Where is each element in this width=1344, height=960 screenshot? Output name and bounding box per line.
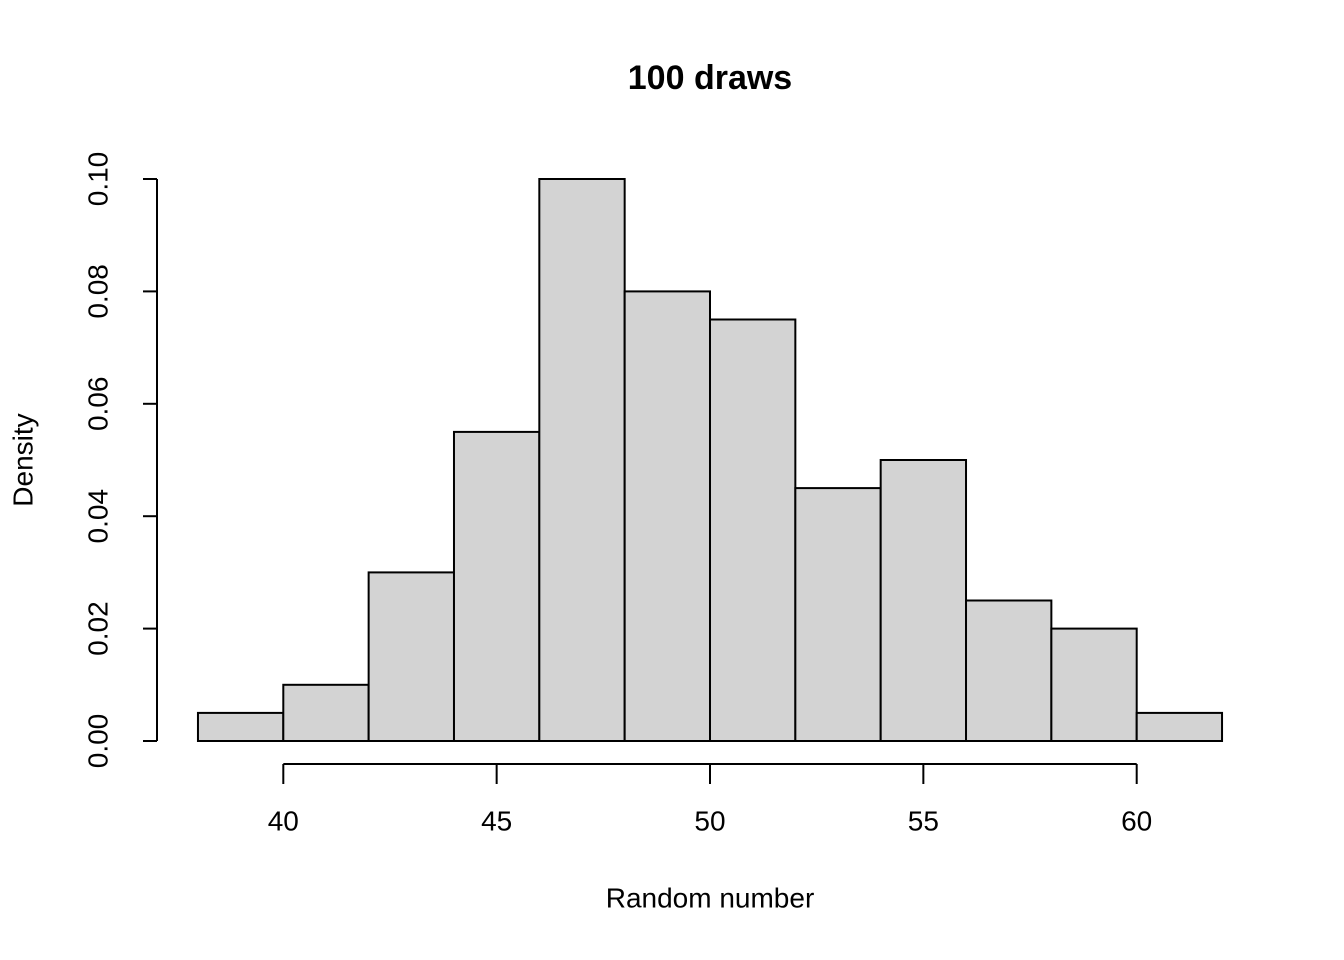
- y-tick-label: 0.10: [82, 152, 113, 207]
- x-tick-label: 55: [908, 805, 939, 836]
- y-tick-label: 0.04: [82, 489, 113, 544]
- bar: [965, 599, 1053, 742]
- x-tick-label: 40: [268, 805, 299, 836]
- chart-title: 100 draws: [628, 59, 792, 97]
- bar: [794, 487, 882, 742]
- y-axis-label: Density: [7, 413, 38, 506]
- bar: [879, 459, 968, 742]
- x-axis-label: Random number: [606, 882, 815, 913]
- bar: [709, 318, 797, 742]
- bar: [1135, 711, 1224, 743]
- bar: [196, 711, 285, 743]
- bar: [538, 178, 626, 742]
- bar: [367, 571, 455, 743]
- x-tick-label: 50: [694, 805, 725, 836]
- y-tick-label: 0.00: [82, 714, 113, 769]
- x-tick-label: 45: [481, 805, 512, 836]
- bar: [623, 290, 712, 742]
- y-tick-label: 0.06: [82, 377, 113, 432]
- bar: [452, 430, 541, 742]
- y-tick-label: 0.08: [82, 264, 113, 319]
- bar: [282, 683, 370, 742]
- bar: [1050, 627, 1138, 742]
- x-tick-label: 60: [1121, 805, 1152, 836]
- y-tick-label: 0.02: [82, 601, 113, 656]
